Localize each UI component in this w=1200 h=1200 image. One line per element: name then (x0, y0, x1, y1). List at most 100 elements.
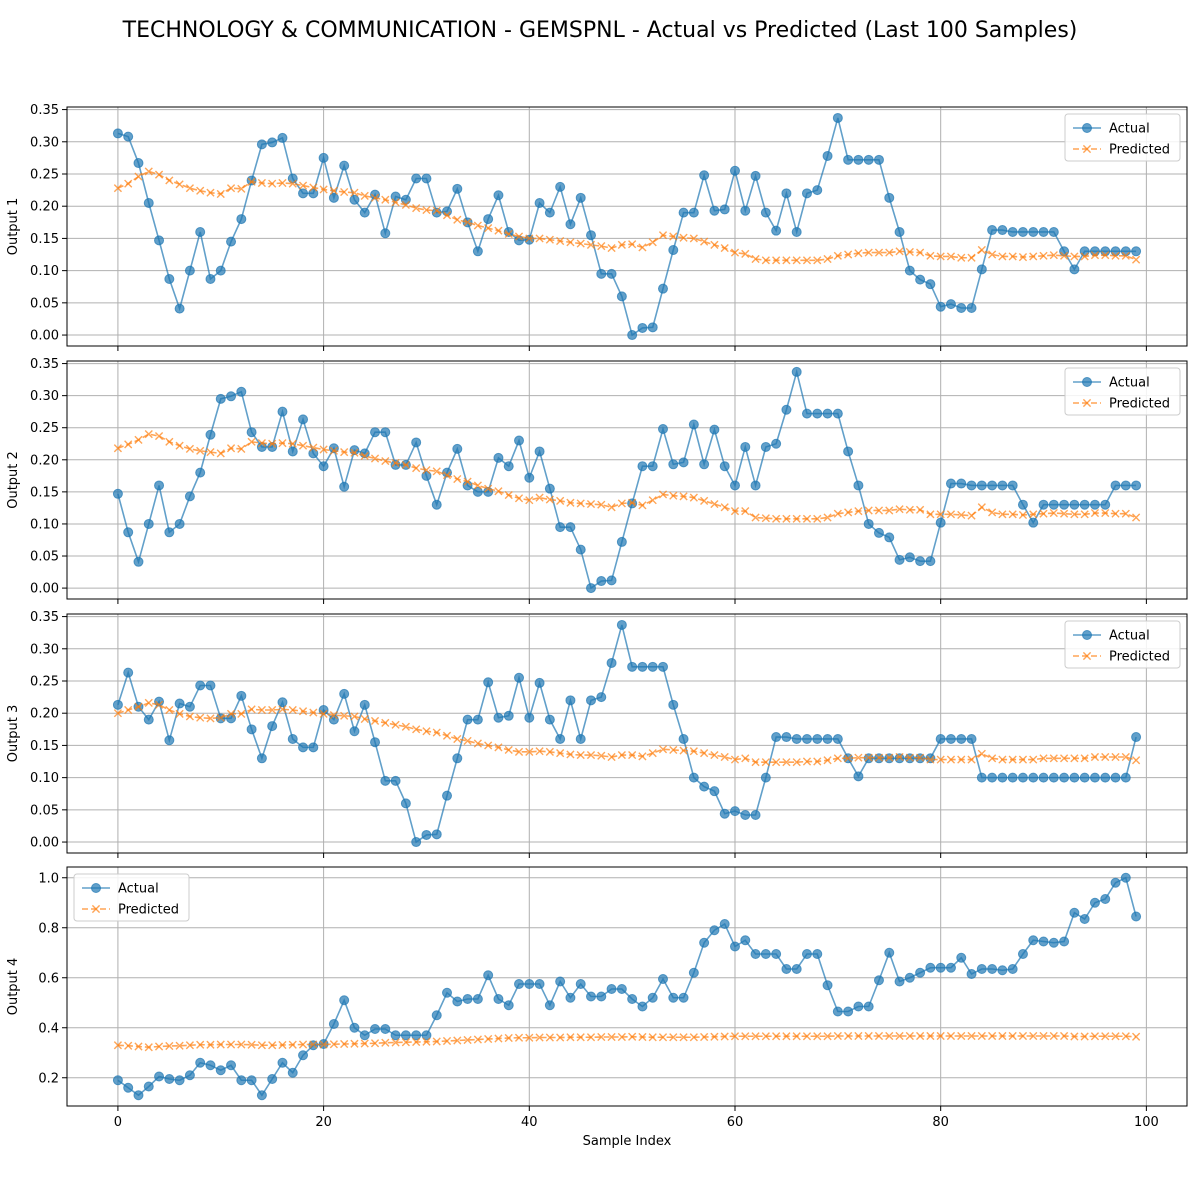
data-point-actual (534, 197, 545, 208)
y-tick-label: 0.8 (38, 921, 59, 936)
data-point-actual (925, 279, 936, 290)
data-point-actual (133, 1090, 144, 1101)
data-point-actual (1069, 907, 1080, 918)
x-tick-label: 60 (727, 1115, 744, 1130)
data-point-actual (750, 480, 761, 491)
data-point-actual (277, 697, 288, 708)
data-point-actual (472, 994, 483, 1004)
subplot-2: 0.00 0.05 0.10 0.15 0.20 0.25 0.30 0.35 Output 2… (6, 357, 1188, 604)
data-point-actual (1038, 936, 1049, 947)
data-point-predicted (350, 448, 359, 457)
data-point-predicted (206, 1040, 215, 1049)
data-point-predicted (442, 471, 452, 480)
data-point-predicted (648, 238, 657, 247)
data-point-actual (709, 925, 720, 936)
data-point-predicted (196, 446, 205, 455)
y-axis-label: Output 3 (6, 705, 21, 763)
data-point-actual (699, 170, 710, 181)
data-point-predicted (617, 750, 626, 760)
data-point-actual (483, 214, 494, 225)
data-point-actual (287, 733, 298, 744)
data-point-predicted (957, 1031, 966, 1041)
data-point-predicted (381, 718, 390, 727)
data-point-predicted (751, 254, 760, 264)
data-point-actual (1131, 246, 1142, 257)
data-point-actual (308, 448, 319, 459)
data-point-predicted (484, 741, 493, 750)
data-point-predicted (556, 496, 565, 505)
data-point-predicted (175, 709, 184, 718)
data-point-predicted (988, 508, 997, 517)
data-point-actual (143, 1081, 154, 1092)
legend-marker-actual (91, 883, 101, 893)
data-point-predicted (154, 170, 164, 179)
data-point-actual (1089, 897, 1100, 908)
data-point-predicted (967, 253, 976, 262)
data-point-predicted (967, 1031, 976, 1041)
data-point-predicted (329, 711, 338, 720)
data-point-predicted (340, 187, 349, 197)
data-point-actual (688, 419, 699, 430)
data-point-predicted (247, 177, 256, 186)
data-point-predicted (607, 1032, 616, 1042)
data-point-predicted (309, 443, 318, 452)
data-point-actual (359, 699, 370, 710)
data-point-actual (791, 733, 802, 744)
data-point-actual (1048, 226, 1059, 237)
y-tick-label: 0.2 (38, 1071, 59, 1086)
data-point-predicted (761, 1032, 770, 1041)
data-point-predicted (206, 714, 215, 723)
data-point-predicted (833, 1031, 842, 1041)
data-point-predicted (1131, 255, 1141, 264)
data-point-predicted (607, 752, 616, 762)
data-point-predicted (597, 500, 606, 509)
data-point-predicted (874, 753, 884, 762)
data-point-predicted (658, 1033, 668, 1042)
data-point-actual (411, 1030, 422, 1041)
data-point-predicted (720, 243, 729, 253)
data-point-actual (1059, 246, 1070, 257)
data-point-predicted (545, 235, 554, 244)
data-point-actual (832, 1006, 843, 1017)
x-axis-label: Sample Index (583, 1134, 672, 1149)
data-point-actual (400, 1030, 411, 1041)
data-point-actual (380, 427, 391, 438)
data-point-predicted (926, 755, 935, 764)
data-point-predicted (1070, 1032, 1079, 1041)
data-point-actual (534, 446, 545, 457)
data-point-actual (1059, 499, 1070, 510)
data-point-predicted (874, 248, 884, 257)
data-point-actual (925, 556, 936, 567)
data-point-predicted (936, 252, 945, 261)
data-point-predicted (648, 1033, 657, 1042)
data-point-predicted (813, 256, 822, 265)
data-point-predicted (977, 503, 986, 512)
data-point-actual (462, 994, 473, 1004)
data-point-predicted (175, 180, 184, 189)
data-point-predicted (844, 1031, 853, 1041)
data-point-predicted (1080, 252, 1089, 261)
data-point-predicted (1049, 508, 1058, 518)
data-point-predicted (566, 498, 575, 507)
data-point-actual (370, 1024, 381, 1034)
data-point-actual (945, 962, 956, 973)
data-point-actual (596, 576, 607, 587)
data-point-actual (184, 1070, 195, 1081)
series-line-actual (117, 876, 1137, 1097)
data-point-actual (123, 527, 134, 538)
data-point-actual (400, 798, 411, 809)
legend-marker-actual (1082, 377, 1092, 387)
data-point-actual (555, 976, 566, 987)
data-point-predicted (370, 1039, 380, 1048)
data-point-predicted (494, 743, 503, 752)
data-point-predicted (967, 511, 976, 520)
data-point-actual (1028, 226, 1039, 237)
data-point-predicted (946, 1031, 956, 1041)
data-point-predicted (278, 1040, 287, 1050)
data-point-actual (287, 446, 298, 457)
data-point-actual (668, 459, 679, 470)
data-point-predicted (792, 514, 801, 523)
data-point-predicted (679, 492, 688, 501)
data-point-predicted (792, 758, 801, 767)
data-point-predicted (586, 499, 596, 509)
